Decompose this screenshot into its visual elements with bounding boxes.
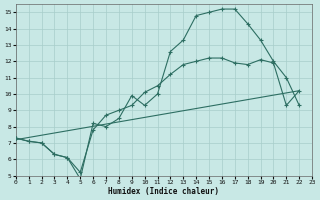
X-axis label: Humidex (Indice chaleur): Humidex (Indice chaleur) bbox=[108, 187, 220, 196]
